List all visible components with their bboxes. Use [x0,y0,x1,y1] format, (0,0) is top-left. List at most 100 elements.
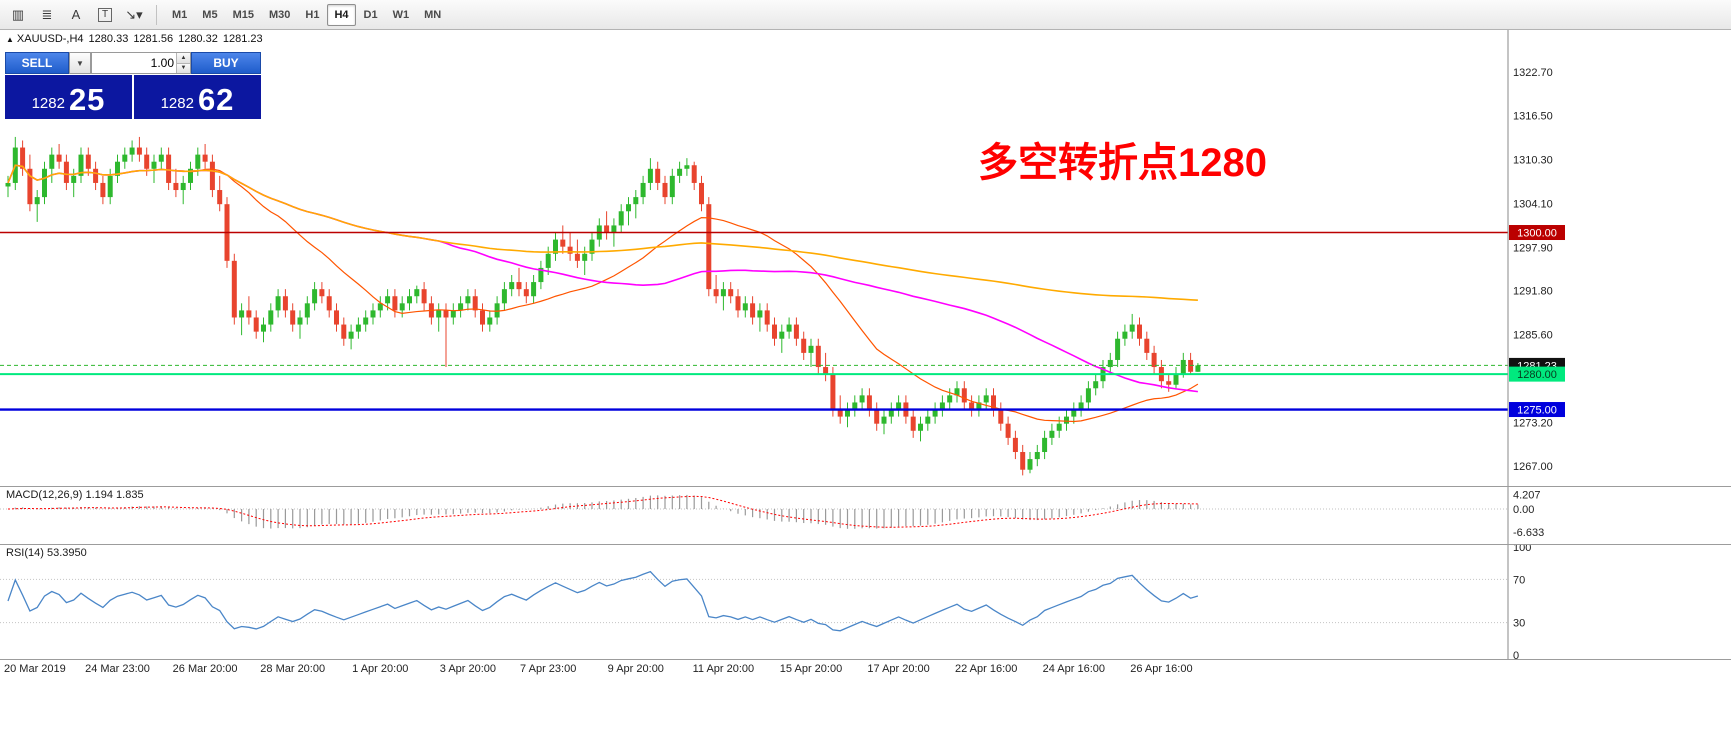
ma-medium-line [7,164,1198,393]
rsi-tick-label: 100 [1513,545,1531,554]
main-chart-panel: 1322.70 1316.50 1310.30 1304.10 1297.90 1291.… [0,30,1731,486]
panel-separator[interactable] [0,486,1731,487]
time-axis[interactable]: 20 Mar 2019 24 Mar 23:00 26 Mar 20:00 28 Ma… [0,660,1731,682]
price-tick-label: 1291.80 [1513,286,1553,298]
price-tag [1509,402,1565,418]
candles [5,136,1201,476]
price-tick-label: 1304.10 [1513,198,1553,210]
rsi-tick-label: 70 [1513,574,1525,586]
time-label: 20 Mar 2019 [4,663,66,675]
volume-increase-button[interactable]: ▲ [176,53,190,64]
rsi-line [7,570,1199,632]
time-label: 7 Apr 23:00 [520,663,577,675]
volume-decrease-button[interactable]: ▼ [176,63,190,73]
sell-quote-button[interactable]: 1282 25 [5,75,132,119]
buy-button[interactable]: BUY [191,52,261,74]
time-label: 24 Mar 23:00 [85,663,150,675]
timeframe-m30-button[interactable]: M30 [268,8,291,21]
timeframe-m1-button[interactable]: M1 [172,8,188,21]
time-label: 15 Apr 20:00 [779,663,843,675]
timeframe-toolbar: M1 M5 M15 M30 H1 H4 D1 W1 MN [165,3,448,26]
timeframe-m5-button[interactable]: M5 [202,8,218,21]
timeframe-d1-button[interactable]: D1 [363,8,378,21]
ohlc-open: 1280.33 [88,33,129,45]
sell-price-main: 1282 [31,95,65,112]
price-tag [1509,225,1565,241]
buy-price-pips: 62 [197,82,235,117]
volume-dropdown-button[interactable]: ▼ [69,52,91,74]
text-tool-icon: T [97,7,113,22]
macd-tick-label: 4.207 [1513,489,1541,501]
rsi-panel: 100 70 30 0 RSI(14) 53.3950 [0,545,1731,659]
macd-panel: 4.207 0.00 -6.633 MACD(12,26,9) 1.194 1.83… [0,487,1731,544]
timeframe-h4-button[interactable]: H4 [327,3,356,26]
text-label-icon[interactable]: A [62,3,90,27]
timeframe-m15-button[interactable]: M15 [232,8,254,21]
macd-chart[interactable]: 4.207 0.00 -6.633 [0,487,1731,544]
sell-button[interactable]: SELL [5,52,69,74]
time-label: 17 Apr 20:00 [867,663,930,675]
text-tool-icon[interactable]: T [91,3,119,27]
panel-separator[interactable] [0,544,1731,545]
time-label: 28 Mar 20:00 [260,663,326,675]
price-tag-label: 1280.00 [1517,369,1557,381]
price-tick-label: 1267.00 [1513,461,1553,473]
text-label-icon: A [71,7,81,22]
sell-price-pips: 25 [68,82,106,117]
time-label: 26 Mar 20:00 [172,663,238,675]
chart-ohlc-header: ▲ XAUUSD-,H4 1280.33 1281.56 1280.32 1281.23 [6,33,268,45]
macd-label: MACD(12,26,9) 1.194 1.835 [6,489,144,501]
time-label: 9 Apr 20:00 [607,663,664,675]
timeframe-h1-button[interactable]: H1 [305,8,320,21]
macd-histogram [14,494,1199,529]
price-tag-label: 1275.00 [1517,405,1557,417]
price-tag-label: 1300.00 [1517,228,1557,240]
macd-tick-label: -6.633 [1513,527,1544,539]
time-label: 26 Apr 16:00 [1130,663,1193,675]
ma-slow-line [7,164,1198,302]
volume-input[interactable] [92,53,190,73]
ohlc-high: 1281.56 [133,33,174,45]
rsi-chart[interactable]: 100 70 30 0 [0,545,1731,659]
price-tick-label: 1310.30 [1513,155,1553,167]
shapes-dropdown-icon[interactable]: ↘▾ [120,3,148,27]
buy-quote-button[interactable]: 1282 62 [134,75,261,119]
chevron-down-icon: ▼ [76,58,84,68]
panel-separator[interactable] [0,659,1731,660]
time-label: 3 Apr 20:00 [439,663,497,675]
macd-signal-line [7,495,1198,528]
toolbar-icons: ▥ ≣ A T ↘▾ [4,3,148,27]
macd-tick-label: 0.00 [1513,504,1534,516]
shapes-dropdown-icon: ↘▾ [125,6,143,22]
toolbar: ▥ ≣ A T ↘▾ M1 M5 M15 M30 H1 H4 D1 W1 MN [0,0,1731,30]
time-label: 11 Apr 20:00 [692,663,755,675]
ohlc-close: 1281.23 [222,33,263,45]
timeframe-w1-button[interactable]: W1 [392,8,410,21]
symbol-period-label: XAUUSD-,H4 [16,33,84,45]
one-click-trading-panel: SELL ▼ ▲ ▼ BUY 1282 25 [5,52,261,119]
price-tick-label: 1297.90 [1513,242,1553,254]
indicators-list-icon[interactable]: ≣ [33,3,61,27]
price-tick-label: 1316.50 [1513,111,1553,123]
indicators-list-icon: ≣ [41,6,53,22]
rsi-label: RSI(14) 53.3950 [6,547,87,559]
rsi-tick-label: 30 [1513,618,1525,630]
volume-field: ▲ ▼ [91,52,191,74]
candlestick-chart-icon[interactable]: ▥ [4,3,32,27]
volume-spinner: ▲ ▼ [176,53,190,73]
price-tick-label: 1285.60 [1513,329,1553,341]
ma-fast-line [7,164,1199,423]
ohlc-low: 1280.32 [178,33,218,45]
candlestick-chart-icon: ▥ [11,6,25,22]
time-label: 1 Apr 20:00 [352,663,409,675]
symbol-direction-icon: ▲ [6,35,14,44]
timeframe-mn-button[interactable]: MN [424,8,442,21]
time-label: 22 Apr 16:00 [954,663,1018,675]
price-tag [1509,366,1565,382]
toolbar-separator [156,4,157,25]
buy-price-main: 1282 [160,95,194,112]
candlestick-chart[interactable]: 1322.70 1316.50 1310.30 1304.10 1297.90 1291.… [0,30,1731,486]
time-label: 24 Apr 16:00 [1042,663,1105,675]
price-tick-label: 1273.20 [1513,417,1553,429]
